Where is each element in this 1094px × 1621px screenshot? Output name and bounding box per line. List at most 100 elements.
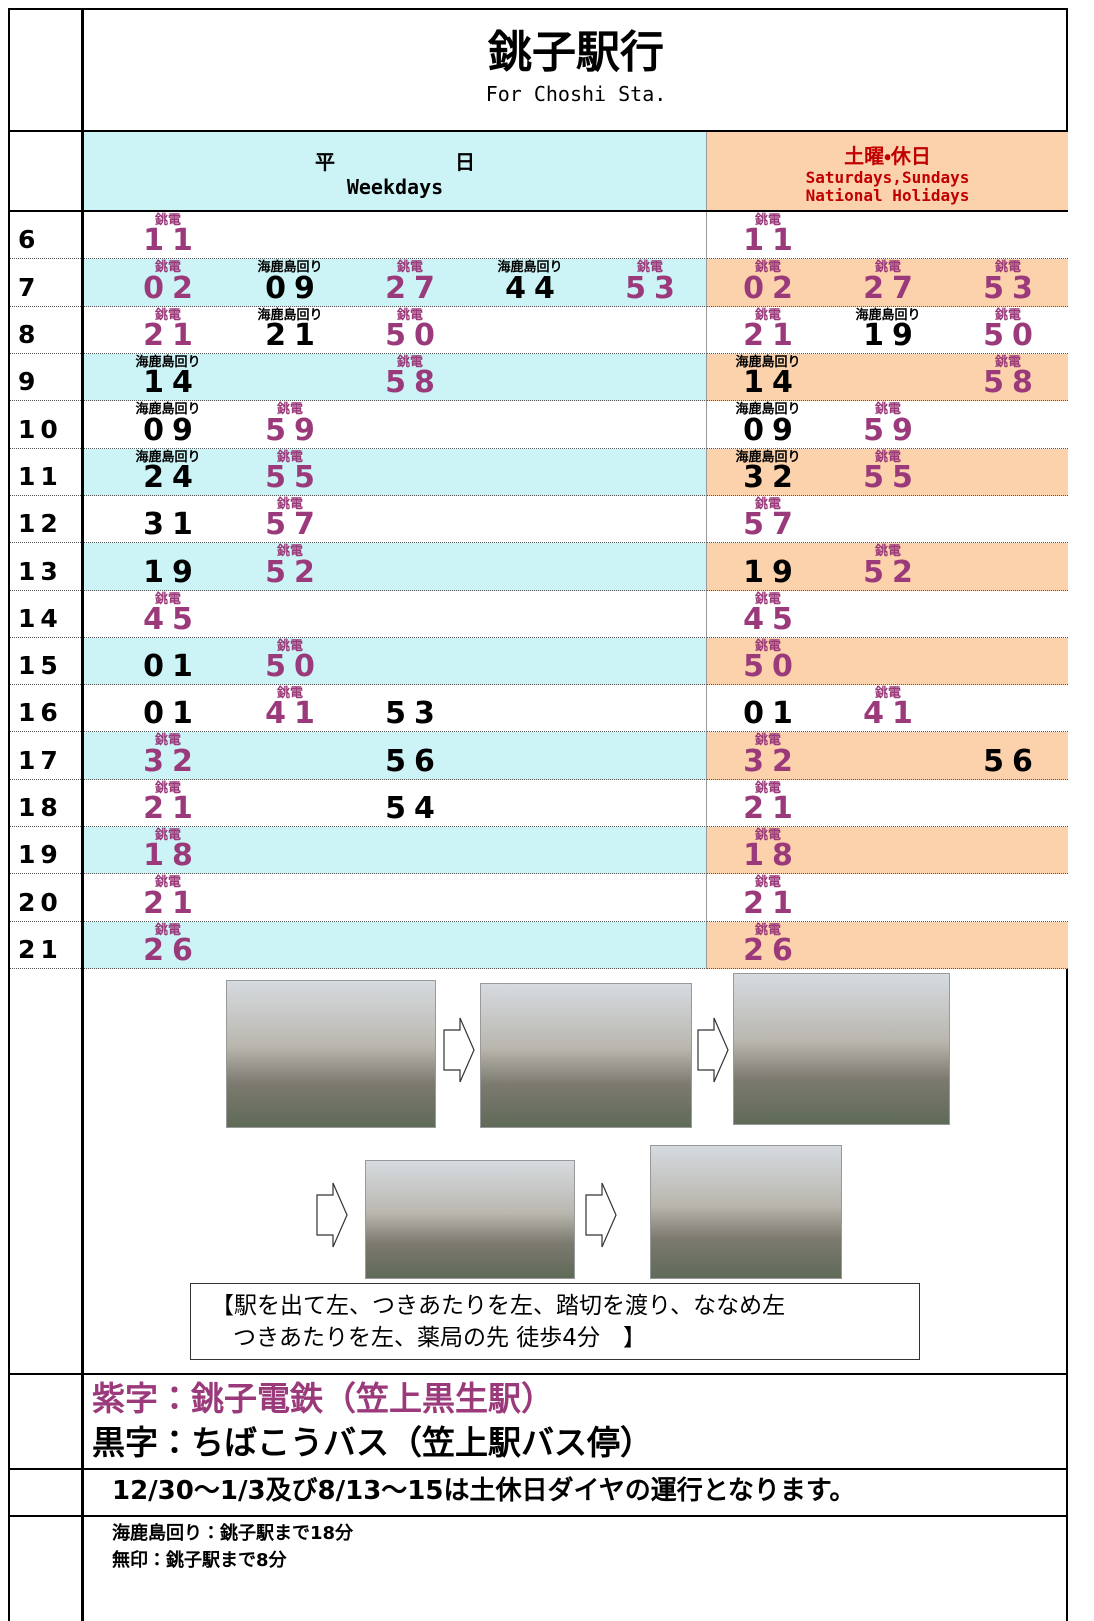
holiday-en: National Holidays [805,186,970,205]
train-note: 銚電 [154,733,181,749]
hour-label: 13 [18,556,63,586]
divider [8,130,1068,132]
departure-minute: 41 [265,696,323,732]
hour-cell [10,401,81,449]
hour-label: 6 [18,225,41,255]
departure-minute: 19 [863,317,921,353]
departure-minute: 45 [143,601,201,637]
holiday-cell [707,306,1068,354]
hour-cell [10,922,81,969]
departure-minute: 14 [743,365,801,401]
departure-minute: 57 [265,507,323,543]
train-note: 銚電 [154,922,181,938]
hour-label: 8 [18,319,41,349]
departure-minute: 18 [743,838,801,874]
departure-minute: 44 [505,270,563,306]
train-note: 銚電 [154,213,181,228]
departure-minute: 11 [743,223,801,259]
departure-minute: 59 [863,412,921,448]
photo [480,983,692,1128]
hour-cell [10,212,81,260]
departure-minute: 55 [863,459,921,495]
train-note: 銚電 [154,260,181,276]
hour-cell [10,259,81,307]
train-note: 海鹿島回り [735,449,801,465]
holiday-cell [707,732,1068,780]
holiday-cell [707,495,1068,544]
weekday-cell [84,827,707,875]
photo [650,1145,842,1279]
train-note: 銚電 [874,686,901,702]
train-note: 銚電 [154,780,181,796]
holiday-cell [707,590,1068,638]
hour-label: 20 [18,887,63,917]
weekday-cell [84,353,707,402]
departure-minute: 18 [143,838,201,874]
photo [226,980,436,1128]
hour-label: 7 [18,272,41,302]
footnotes: 海鹿島回り：銚子駅まで18分 無印：銚子駅まで8分 [112,1520,1062,1574]
departure-minute: 01 [143,649,201,685]
train-note: 海鹿島回り [135,354,201,370]
hour-label: 10 [18,414,63,444]
hour-label: 19 [18,840,63,870]
weekday-cell [84,259,707,307]
directions-line: つきあたりを左、薬局の先 徒歩4分 】 [233,1325,646,1351]
hour-label: 14 [18,603,63,633]
weekday-jp: 平 日 [315,150,475,174]
hour-cell [10,449,81,496]
train-note: 銚電 [276,402,303,418]
hour-cell [10,591,81,638]
departure-minute: 21 [143,317,201,353]
departure-minute: 26 [143,933,201,968]
arrow [697,1017,729,1083]
holiday-header: 土曜・休日 Saturdays,Sundays National Holiday… [707,132,1068,210]
weekday-cell [84,637,707,686]
hour-cell [10,354,81,402]
weekday-cell [84,543,707,591]
holiday-jp: 土曜・休日 [844,144,931,168]
train-note: 銚電 [874,449,901,465]
departure-minute: 54 [385,791,443,827]
departure-minute: 59 [265,412,323,448]
departure-minute: 53 [385,696,443,732]
directions-box: 【駅を出て左、つきあたりを左、踏切を渡り、ななめ左 つきあたりを左、薬局の先 徒… [190,1283,920,1360]
train-note: 銚電 [874,402,901,418]
divider [8,1515,1068,1517]
weekday-cell [84,874,707,922]
departure-minute: 32 [143,743,201,779]
departure-minute: 02 [143,270,201,306]
hour-label: 16 [18,698,63,728]
hour-cell [10,307,81,354]
weekday-en: Weekdays [346,175,444,199]
train-note: 銚電 [994,307,1021,323]
subtitle: For Choshi Sta. [485,82,667,106]
train-note: 銚電 [154,307,181,323]
train-note: 銚電 [396,354,423,370]
holiday-cell [707,827,1068,875]
hour-label: 9 [18,367,41,397]
train-note: 銚電 [154,875,181,891]
footnote: 海鹿島回り：銚子駅まで18分 [112,1523,354,1544]
departure-minute: 21 [143,885,201,921]
train-note: 銚電 [754,213,781,228]
train-note: 銚電 [754,638,781,654]
weekday-cell [84,212,707,260]
train-note: 海鹿島回り [135,449,201,465]
divider [81,8,84,1621]
hour-cell [10,638,81,686]
holiday-cell [707,259,1068,307]
train-note: 銚電 [754,875,781,891]
departure-minute: 21 [743,885,801,921]
departure-minute: 50 [743,649,801,685]
arrow [443,1017,475,1083]
hour-cell [10,780,81,828]
hour-cell [10,496,81,544]
train-note: 銚電 [874,544,901,560]
directions-line: 【駅を出て左、つきあたりを左、踏切を渡り、ななめ左 [211,1293,786,1319]
train-note: 海鹿島回り [135,402,201,418]
train-note: 銚電 [754,260,781,276]
departure-minute: 58 [983,365,1041,401]
